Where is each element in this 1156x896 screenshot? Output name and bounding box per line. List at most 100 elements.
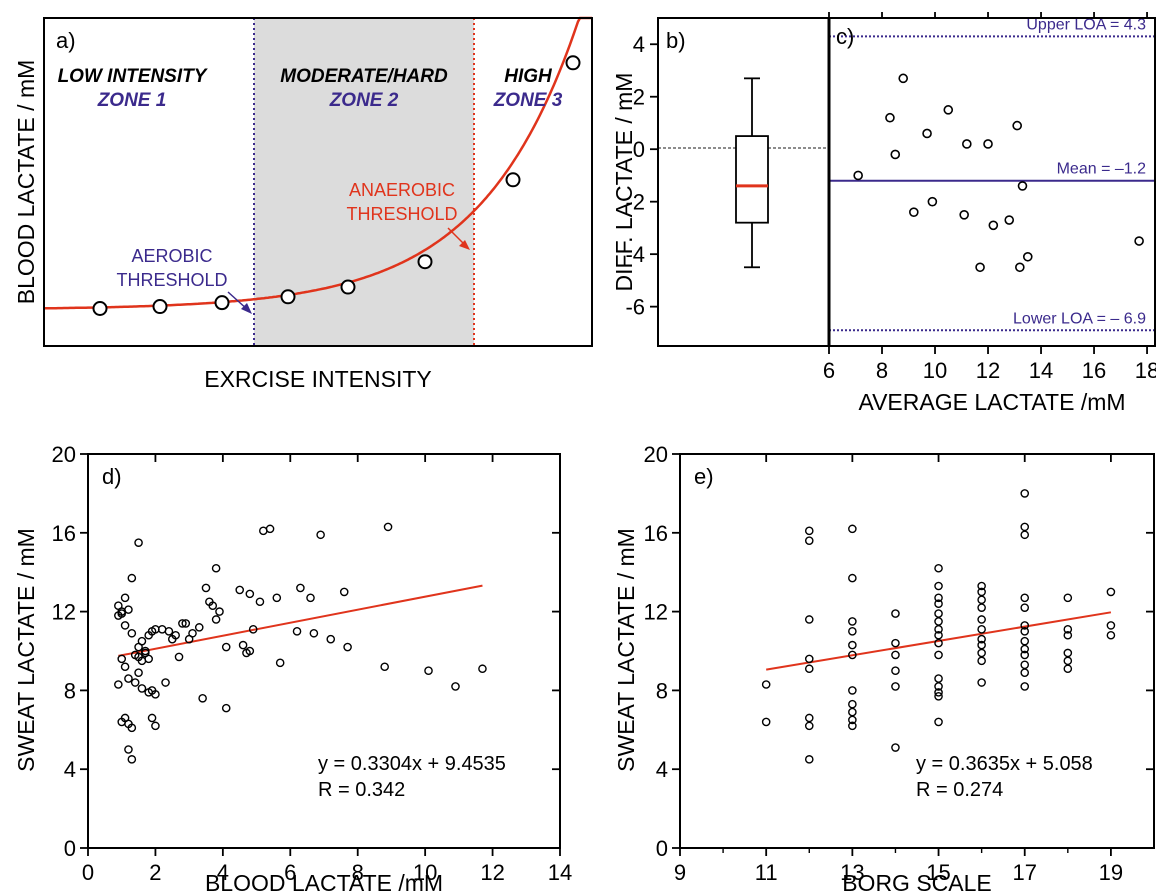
scatter-point (272, 593, 282, 603)
aerobic-threshold-label-1: AEROBIC (131, 246, 212, 266)
lactate-curve (44, 16, 592, 310)
y-tick-label-b: -4 (625, 242, 645, 267)
y-axis-b: -6 -4 -2 0 2 4 (625, 32, 658, 320)
scatter-point (383, 522, 393, 532)
loa-label: Lower LOA = – 6.9 (1013, 310, 1146, 327)
y-tick-label-b: 0 (633, 137, 645, 162)
bland-altman-point (975, 262, 985, 273)
scatter-point (198, 693, 207, 703)
scatter-point (1020, 636, 1030, 646)
scatter-point (235, 585, 245, 595)
x-axis-title-e: BORG SCALE (842, 870, 992, 896)
scatter-point (124, 745, 133, 754)
scatter-point (934, 638, 943, 648)
scatter-point (891, 743, 900, 752)
plot-frame-d (87, 453, 561, 849)
y-tick-label-b: 2 (633, 85, 645, 110)
x-tick-label-c: 6 (823, 358, 835, 383)
x-tick-label: 2 (149, 860, 161, 885)
scatter-point (137, 636, 147, 646)
scatter-point (977, 648, 986, 658)
bland-altman-point (898, 73, 909, 84)
bland-altman-point (1012, 120, 1022, 131)
y-tick-label: 20 (644, 442, 668, 467)
zone-1-subtitle: ZONE 1 (97, 90, 167, 111)
y-tick-label: 16 (644, 521, 668, 546)
bland-altman-point (1022, 251, 1033, 262)
aerobic-arrow-head (241, 303, 252, 314)
scatter-point (245, 589, 255, 599)
aerobic-threshold-label-2: THRESHOLD (116, 270, 227, 290)
bland-altman-points (853, 73, 1144, 273)
scatter-point (804, 713, 814, 723)
panel-b: -6 -4 -2 0 2 4 b) DIFF. LACTATE / mM (611, 17, 830, 347)
scatter-point (804, 615, 814, 624)
y-axis-title-d: SWEAT LACTATE / mM (13, 528, 39, 772)
axes-d: 0 2 4 6 8 10 12 14 0 4 8 12 16 20 (52, 442, 573, 885)
scatter-point (161, 678, 170, 687)
lactate-points (92, 55, 581, 316)
y-tick-label-b: 4 (633, 32, 645, 57)
scatter-point (1106, 587, 1116, 597)
scatter-point (804, 664, 814, 674)
lactate-point (92, 301, 108, 316)
bland-altman-point (959, 210, 969, 220)
scatter-point (339, 587, 349, 597)
plot-frame-e (679, 453, 1155, 849)
panel-label-b: b) (666, 28, 686, 53)
x-tick-label: 12 (480, 860, 504, 885)
bland-altman-point (909, 207, 919, 217)
scatter-point (194, 623, 204, 632)
scatter-point (1020, 682, 1030, 691)
regression-line-e (766, 611, 1112, 671)
scatter-point (211, 563, 221, 573)
x-tick-label-c: 8 (876, 358, 888, 383)
scatter-point (478, 664, 487, 674)
scatter-point (130, 678, 140, 687)
x-tick-label: 17 (1012, 860, 1036, 885)
scatter-point (120, 593, 130, 603)
y-tick-label: 4 (656, 757, 668, 782)
scatter-point (1020, 603, 1030, 612)
scatter-point (1020, 627, 1030, 636)
scatter-point (891, 682, 900, 691)
zone-3-subtitle: ZONE 3 (493, 90, 563, 111)
y-tick-label: 8 (64, 678, 76, 703)
scatter-point (977, 625, 986, 634)
x-tick-label: 15 (926, 860, 950, 885)
panel-c: Upper LOA = 4.3 Mean = –1.2 Lower LOA = – … (823, 12, 1156, 415)
scatter-point (120, 621, 130, 630)
scatter-point (174, 652, 184, 662)
panel-e: 9 11 13 15 17 19 0 4 8 12 16 20 e) y = 0.3635x + 5.… (613, 442, 1155, 896)
scatter-point (977, 615, 986, 624)
scatter-point (188, 628, 197, 638)
loa-label: Mean = –1.2 (1057, 161, 1147, 178)
scatter-point (1106, 621, 1116, 630)
bland-altman-point (885, 112, 895, 123)
scatter-point (451, 682, 460, 691)
x-tick-label: 11 (755, 860, 778, 885)
scatter-point (934, 692, 943, 701)
scatter-point (761, 680, 771, 689)
panel-label-c: c) (836, 24, 854, 49)
scatter-point (380, 662, 389, 672)
scatter-point (151, 690, 160, 699)
scatter-point (1020, 668, 1030, 677)
x-tick-label: 4 (217, 860, 229, 885)
scatter-point (248, 625, 258, 634)
scatter-point (255, 597, 265, 607)
scatter-point (265, 524, 275, 534)
scatter-point (848, 524, 857, 534)
scatter-point (144, 654, 153, 664)
scatter-point (848, 640, 857, 650)
x-tick-label: 14 (548, 860, 572, 885)
x-axis-title-c: AVERAGE LACTATE /mM (858, 389, 1125, 415)
zone-2-subtitle: ZONE 2 (329, 90, 399, 111)
scatter-point (1020, 530, 1030, 540)
scatter-point (120, 662, 130, 672)
scatter-point (296, 583, 305, 593)
scatter-point (215, 607, 224, 616)
equation-e: y = 0.3635x + 5.058 (916, 753, 1093, 775)
scatter-point (848, 617, 857, 626)
scatter-point (848, 707, 857, 717)
